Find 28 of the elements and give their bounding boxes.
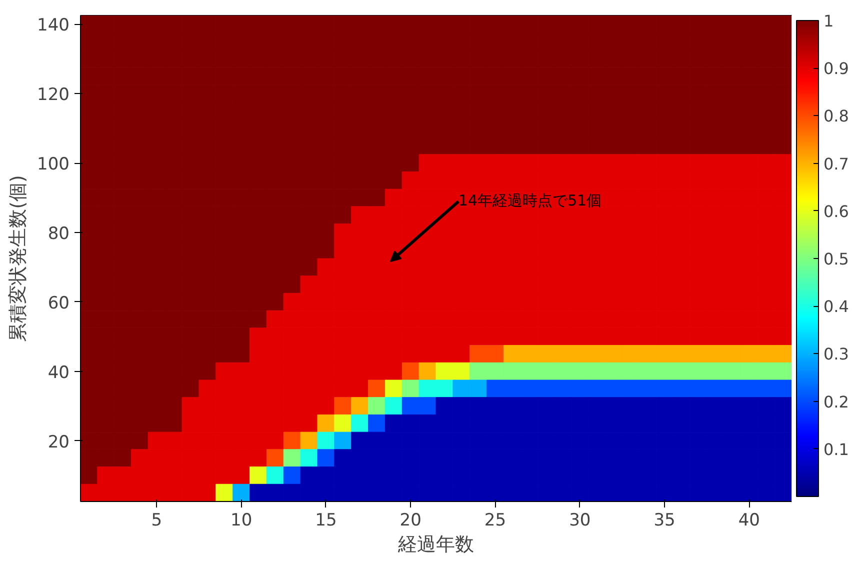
color-bar-label: 0.6 (824, 202, 849, 221)
x-tick-label: 20 (400, 510, 422, 530)
y-tick-label: 40 (48, 362, 70, 383)
y-axis-title: 累積変状発生数(個) (7, 175, 30, 342)
x-tick-label: 10 (230, 510, 252, 530)
color-bar-label: 0.5 (824, 250, 849, 268)
x-axis-title: 経過年数 (397, 534, 474, 556)
color-bar-label: 0.3 (824, 344, 849, 364)
x-tick-label: 40 (738, 510, 760, 530)
x-tick-label: 5 (151, 510, 162, 530)
color-bar-label: 0.7 (824, 154, 849, 174)
color-bar-label: 0.4 (824, 297, 849, 316)
y-tick-label: 60 (48, 293, 70, 314)
color-bar-label: 1 (824, 12, 834, 30)
color-bar-label: 0.8 (824, 106, 849, 126)
x-tick-label: 25 (484, 510, 506, 530)
y-tick-label: 20 (48, 432, 70, 452)
color-bar-label: 0.9 (824, 59, 849, 78)
annotation: 14年経過時点で51個 (458, 192, 602, 210)
y-tick-label: 120 (37, 85, 70, 106)
y-tick-label: 100 (37, 154, 70, 175)
color-bar-label: 0.2 (824, 392, 849, 412)
x-tick-label: 35 (654, 510, 676, 530)
x-tick-label: 30 (569, 510, 591, 530)
y-tick-label: 80 (48, 224, 70, 244)
y-tick-label: 140 (37, 16, 70, 36)
color-bar-label: 0.1 (824, 440, 849, 459)
x-tick-label: 15 (315, 510, 337, 530)
